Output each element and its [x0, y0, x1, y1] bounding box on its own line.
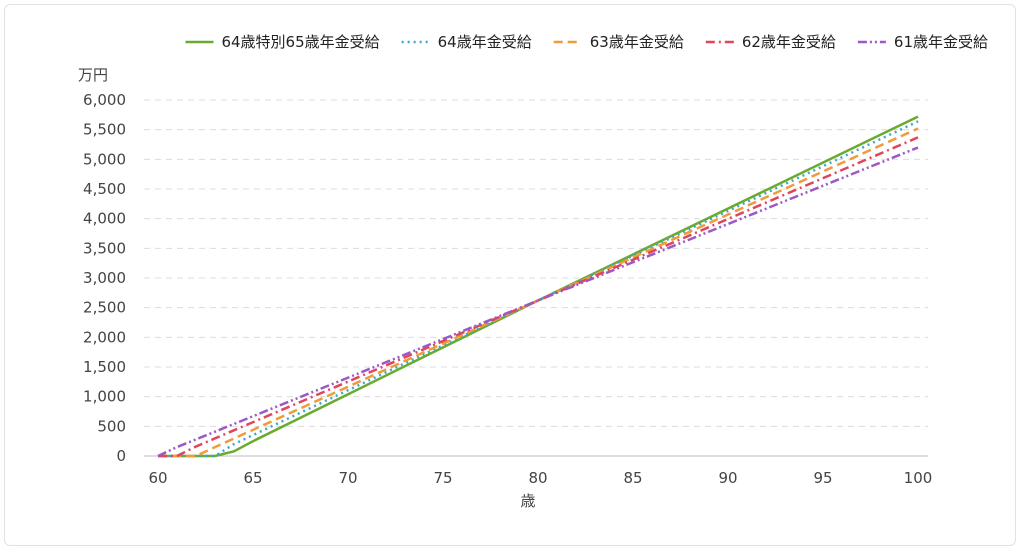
y-tick-label: 1,500: [83, 358, 126, 376]
gridlines: [144, 99, 928, 427]
y-axis-ticks: 0 500 1,000 1,500 2,000 2,500 3,000 3,500 4,000 4…: [83, 91, 126, 465]
x-tick-label: 70: [338, 469, 357, 487]
legend-label: 61歳年金受給: [894, 33, 988, 51]
y-tick-label: 6,000: [83, 91, 126, 109]
y-tick-label: 1,000: [83, 388, 126, 406]
line-chart: 0 500 1,000 1,500 2,000 2,500 3,000 3,500 4,000 4…: [78, 33, 988, 510]
y-tick-label: 500: [97, 417, 126, 435]
series-line-3: [158, 127, 919, 458]
y-tick-label: 3,000: [83, 269, 126, 287]
x-tick-label: 95: [813, 469, 832, 487]
x-tick-label: 75: [433, 469, 452, 487]
legend-label: 64歳年金受給: [438, 33, 532, 51]
y-tick-label: 5,500: [83, 121, 126, 139]
series-line-2: [158, 120, 919, 458]
series-line-4: [158, 136, 919, 458]
legend-label: 62歳年金受給: [742, 33, 836, 51]
x-tick-label: 85: [623, 469, 642, 487]
y-axis-title: 万円: [78, 66, 108, 84]
y-tick-label: 2,500: [83, 299, 126, 317]
x-tick-label: 65: [243, 469, 262, 487]
y-tick-label: 5,000: [83, 150, 126, 168]
y-tick-label: 2,000: [83, 328, 126, 346]
series-line-5: [157, 146, 919, 458]
series-lines: [157, 115, 919, 458]
x-axis-title: 歳: [520, 492, 535, 510]
x-tick-label: 80: [528, 469, 547, 487]
legend-label: 64歳特別65歳年金受給: [221, 33, 379, 51]
y-tick-label: 3,500: [83, 239, 126, 257]
series-line-1: [158, 115, 919, 458]
x-axis-ticks: 60 65 70 75 80 85 90 95 100: [148, 469, 932, 487]
legend: 61歳年金受給 62歳年金受給 63歳年金受給 64歳年金受給 64歳特別65歳年金受給: [185, 33, 988, 51]
y-tick-label: 0: [116, 447, 126, 465]
x-tick-label: 60: [148, 469, 167, 487]
x-tick-label: 90: [718, 469, 737, 487]
y-tick-label: 4,000: [83, 210, 126, 228]
x-tick-label: 100: [904, 469, 933, 487]
y-tick-label: 4,500: [83, 180, 126, 198]
legend-label: 63歳年金受給: [590, 33, 684, 51]
